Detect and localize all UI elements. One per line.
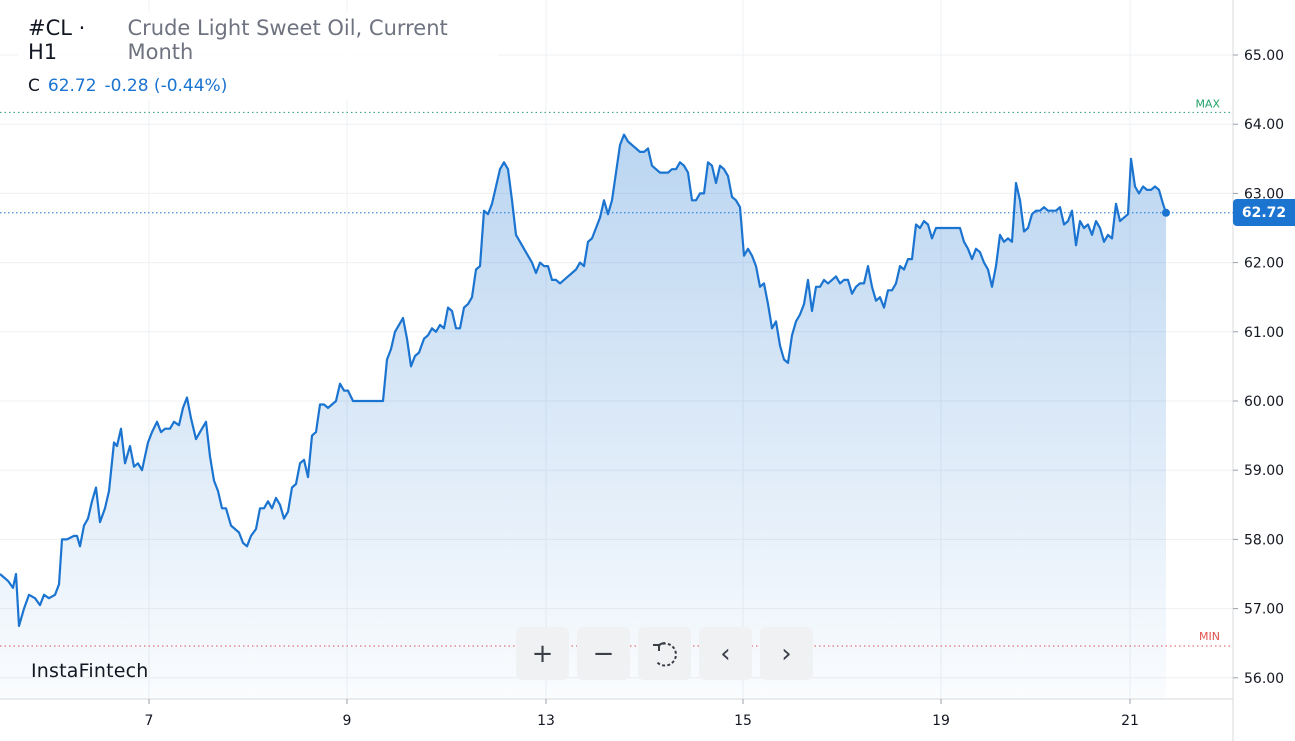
close-label: C — [28, 76, 40, 96]
scroll-right-button[interactable]: › — [760, 627, 813, 680]
y-tick-label: 65.00 — [1244, 48, 1284, 64]
scroll-left-button[interactable]: ‹ — [699, 627, 752, 680]
y-tick-label: 60.00 — [1244, 394, 1284, 410]
min-label: MIN — [1199, 630, 1220, 643]
y-tick-label: 56.00 — [1244, 671, 1284, 687]
plus-icon: + — [531, 638, 554, 669]
x-tick-label: 7 — [145, 713, 154, 729]
y-tick-label: 57.00 — [1244, 602, 1284, 618]
instrument-description: Crude Light Sweet Oil, Current Month — [127, 16, 448, 64]
price-area — [0, 134, 1166, 700]
price-change: -0.28 (-0.44%) — [104, 76, 228, 96]
y-tick-label: 63.00 — [1244, 186, 1284, 202]
y-tick-label: 58.00 — [1244, 532, 1284, 548]
symbol-label: #CL · H1 — [28, 16, 86, 64]
brand-logo: InstaFintech — [31, 660, 149, 682]
x-tick-label: 19 — [932, 713, 950, 729]
chevron-right-icon: › — [781, 638, 792, 669]
y-axis-ticks: 56.00 57.00 58.00 59.00 60.00 61.00 62.00 63.00… — [1233, 48, 1284, 687]
chart-toolbar: + − ‹ › — [516, 627, 813, 680]
minus-icon: − — [592, 638, 615, 669]
chevron-left-icon: ‹ — [720, 638, 731, 669]
zoom-in-button[interactable]: + — [516, 627, 569, 680]
current-price-tag: 62.72 — [1233, 199, 1295, 226]
x-axis-ticks: 7 9 13 15 19 21 — [145, 699, 1139, 729]
quote-row: C 62.72 -0.28 (-0.44%) — [28, 76, 488, 96]
y-tick-label: 64.00 — [1244, 117, 1284, 133]
x-tick-label: 15 — [734, 713, 752, 729]
y-tick-label: 61.00 — [1244, 325, 1284, 341]
y-tick-label: 62.00 — [1244, 256, 1284, 272]
x-tick-label: 21 — [1121, 713, 1139, 729]
reset-icon — [652, 641, 677, 667]
max-label: MAX — [1195, 97, 1220, 110]
last-price: 62.72 — [47, 76, 97, 96]
axes — [0, 0, 1234, 741]
last-price-marker — [1162, 208, 1170, 217]
price-line — [0, 133, 1168, 627]
x-tick-label: 9 — [343, 713, 352, 729]
zoom-out-button[interactable]: − — [577, 627, 630, 680]
reset-button[interactable] — [638, 627, 691, 680]
chart-header: #CL · H1 Crude Light Sweet Oil, Current … — [18, 10, 498, 100]
y-tick-label: 59.00 — [1244, 463, 1284, 479]
x-tick-label: 13 — [537, 713, 555, 729]
